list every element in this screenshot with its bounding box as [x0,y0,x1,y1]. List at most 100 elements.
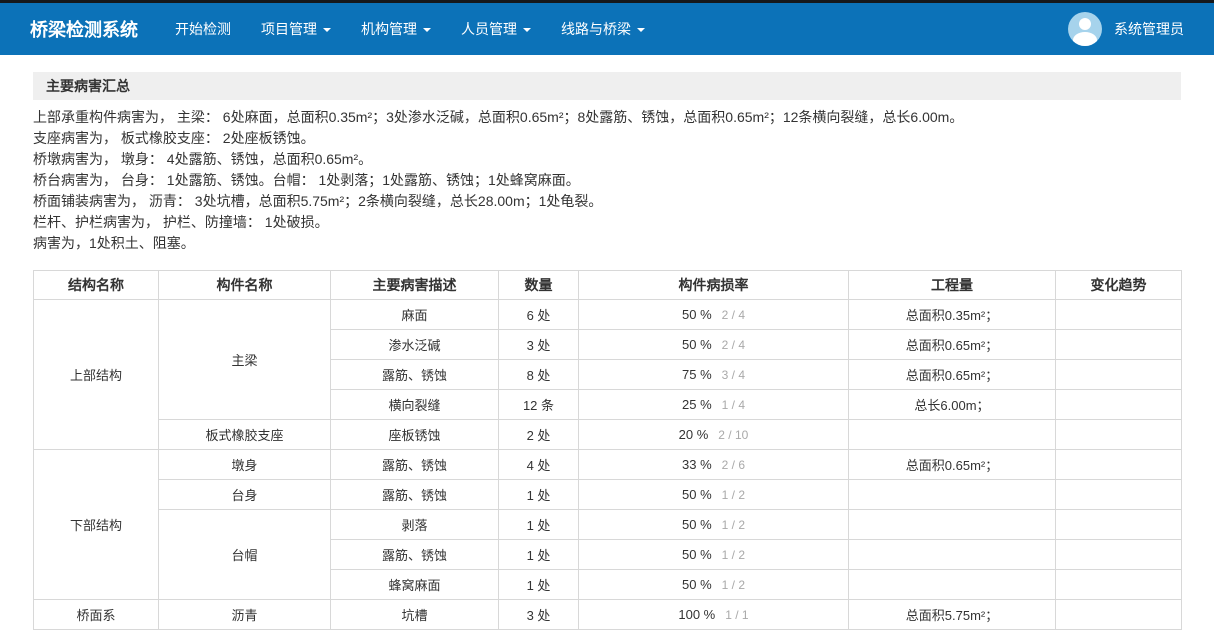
cell-count: 8 处 [498,359,579,390]
cell-component: 主梁 [158,299,331,420]
cell-damage-rate: 50 % 1 / 2 [578,509,849,540]
username-label: 系统管理员 [1114,21,1184,37]
cell-structure: 桥面系 [33,599,159,630]
cell-disease: 露筋、锈蚀 [330,449,499,480]
user-menu[interactable]: 系统管理员 [1068,12,1184,46]
cell-trend [1055,479,1182,510]
top-strip [0,0,1214,3]
disease-summary: 上部承重构件病害为， 主梁： 6处麻面，总面积0.35m²；3处渗水泛碱，总面积… [33,107,1181,254]
cell-count: 2 处 [498,419,579,450]
cell-quantity [848,419,1056,450]
cell-quantity [848,509,1056,540]
summary-line-abutments: 桥台病害为， 台身： 1处露筋、锈蚀。台帽： 1处剥落；1处露筋、锈蚀；1处蜂窝… [33,172,580,188]
column-header-disease: 主要病害描述 [330,270,499,300]
cell-trend [1055,299,1182,330]
cell-trend [1055,509,1182,540]
damage-rate-ratio: 2 / 4 [721,338,745,352]
damage-rate-ratio: 1 / 2 [721,488,745,502]
cell-damage-rate: 50 % 2 / 4 [578,329,849,360]
damage-rate-ratio: 2 / 6 [721,458,745,472]
nav-menu: 开始检测 项目管理 机构管理 人员管理 线路与桥梁 [160,3,660,55]
nav-item-routes-and-bridges[interactable]: 线路与桥梁 [546,3,660,55]
damage-rate-ratio: 2 / 10 [718,428,749,442]
cell-count: 1 处 [498,539,579,570]
cell-component: 板式橡胶支座 [158,419,331,450]
cell-disease: 剥落 [330,509,499,540]
cell-structure: 上部结构 [33,299,159,450]
table-row: 渗水泛碱 3 处 50 % 2 / 4 总面积0.65m²； [34,329,1182,360]
summary-line-superstructure: 上部承重构件病害为， 主梁： 6处麻面，总面积0.35m²；3处渗水泛碱，总面积… [33,109,964,125]
cell-disease: 麻面 [330,299,499,330]
damage-rate-percent: 50 % [682,487,712,502]
cell-disease: 坑槽 [330,599,499,630]
cell-trend [1055,329,1182,360]
cell-damage-rate: 20 % 2 / 10 [578,419,849,450]
cell-trend [1055,389,1182,420]
summary-line-railings: 栏杆、护栏病害为， 护栏、防撞墙： 1处破损。 [33,214,329,230]
cell-damage-rate: 33 % 2 / 6 [578,449,849,480]
cell-disease: 蜂窝麻面 [330,569,499,600]
column-header-structure: 结构名称 [33,270,159,300]
column-header-trend: 变化趋势 [1055,270,1182,300]
cell-component: 台身 [158,479,331,510]
damage-rate-percent: 25 % [682,397,712,412]
cell-disease: 渗水泛碱 [330,329,499,360]
nav-item-label: 开始检测 [175,21,231,37]
cell-component: 沥青 [158,599,331,630]
table-row: 板式橡胶支座 座板锈蚀 2 处 20 % 2 / 10 [34,419,1182,450]
table-row: 横向裂缝 12 条 25 % 1 / 4 总长6.00m； [34,389,1182,420]
damage-rate-percent: 50 % [682,517,712,532]
cell-disease: 横向裂缝 [330,389,499,420]
damage-rate-percent: 75 % [682,367,712,382]
cell-quantity [848,539,1056,570]
cell-damage-rate: 100 % 1 / 1 [578,599,849,630]
cell-disease: 露筋、锈蚀 [330,359,499,390]
cell-count: 1 处 [498,569,579,600]
table-header-row: 结构名称 构件名称 主要病害描述 数量 构件病损率 工程量 变化趋势 [33,270,1182,300]
cell-count: 1 处 [498,509,579,540]
main-content: 主要病害汇总 上部承重构件病害为， 主梁： 6处麻面，总面积0.35m²；3处渗… [0,72,1214,630]
user-avatar-icon [1068,12,1102,46]
damage-rate-ratio: 1 / 2 [721,578,745,592]
app-brand[interactable]: 桥梁检测系统 [30,20,138,40]
cell-damage-rate: 50 % 2 / 4 [578,299,849,330]
table-row: 桥面系 沥青 坑槽 3 处 100 % 1 / 1 总面积5.75m²； [33,599,1182,630]
column-header-damage-rate: 构件病损率 [578,270,849,300]
column-header-count: 数量 [498,270,579,300]
damage-rate-ratio: 1 / 1 [725,608,749,622]
cell-count: 3 处 [498,329,579,360]
damage-rate-ratio: 1 / 4 [721,398,745,412]
nav-item-label: 项目管理 [261,21,317,37]
nav-item-organization-management[interactable]: 机构管理 [346,3,446,55]
summary-line-deck-pavement: 桥面铺装病害为， 沥青： 3处坑槽，总面积5.75m²；2条横向裂缝，总长28.… [33,193,603,209]
cell-count: 1 处 [498,479,579,510]
damage-rate-percent: 50 % [682,547,712,562]
nav-item-project-management[interactable]: 项目管理 [246,3,346,55]
nav-item-label: 人员管理 [461,21,517,37]
table-row: 台帽 剥落 1 处 50 % 1 / 2 [34,509,1182,600]
cell-quantity: 总长6.00m； [848,389,1056,420]
chevron-down-icon [523,28,531,32]
nav-item-start-inspection[interactable]: 开始检测 [160,3,246,55]
nav-item-personnel-management[interactable]: 人员管理 [446,3,546,55]
column-header-quantity: 工程量 [848,270,1056,300]
cell-disease: 露筋、锈蚀 [330,539,499,570]
nav-item-label: 机构管理 [361,21,417,37]
chevron-down-icon [423,28,431,32]
cell-quantity: 总面积0.65m²； [848,449,1056,480]
cell-count: 4 处 [498,449,579,480]
table-row: 下部结构 墩身 露筋、锈蚀 4 处 33 % 2 / 6 总面积0.65m²； [33,449,1182,600]
summary-line-other: 病害为，1处积土、阻塞。 [33,235,195,251]
damage-rate-percent: 20 % [678,427,709,442]
cell-quantity [848,479,1056,510]
cell-structure: 下部结构 [33,449,159,600]
cell-quantity: 总面积5.75m²； [848,599,1056,630]
cell-component: 墩身 [158,449,331,480]
cell-damage-rate: 50 % 1 / 2 [578,479,849,510]
cell-disease: 座板锈蚀 [330,419,499,450]
section-title: 主要病害汇总 [33,72,1181,100]
summary-line-bearings: 支座病害为， 板式橡胶支座： 2处座板锈蚀。 [33,130,315,146]
cell-quantity: 总面积0.65m²； [848,329,1056,360]
damage-rate-percent: 100 % [678,607,716,622]
cell-trend [1055,359,1182,390]
